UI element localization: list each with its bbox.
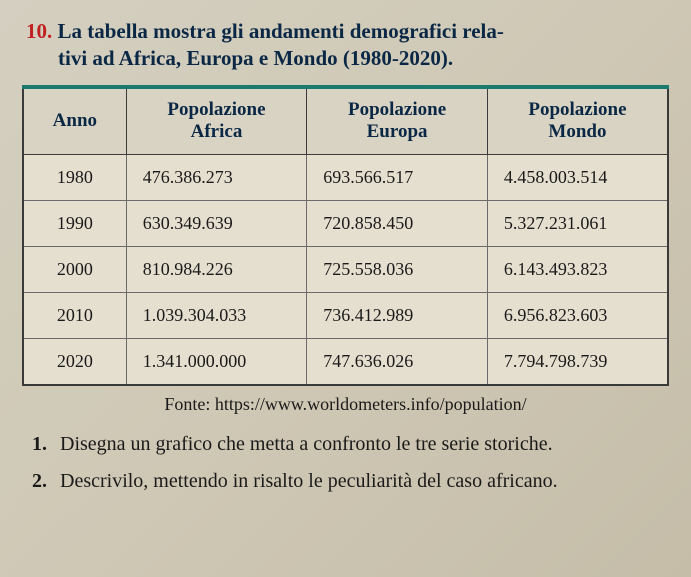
table-row: 2000 810.984.226 725.558.036 6.143.493.8…	[23, 247, 668, 293]
header-africa: Popolazione Africa	[126, 87, 307, 155]
cell-mondo: 6.956.823.603	[487, 293, 668, 339]
question-text: Descrivilo, mettendo in risalto le pecul…	[60, 468, 669, 495]
cell-europa: 747.636.026	[307, 339, 488, 386]
cell-africa: 810.984.226	[126, 247, 307, 293]
cell-africa: 476.386.273	[126, 155, 307, 201]
table-row: 2020 1.341.000.000 747.636.026 7.794.798…	[23, 339, 668, 386]
question-item: 1. Disegna un grafico che metta a confro…	[32, 431, 669, 458]
cell-europa: 720.858.450	[307, 201, 488, 247]
exercise-title-line2: tivi ad Africa, Europa e Mondo (1980-202…	[26, 45, 453, 72]
cell-europa: 736.412.989	[307, 293, 488, 339]
cell-year: 1980	[23, 155, 126, 201]
table-header-row: Anno Popolazione Africa Popolazione Euro…	[23, 87, 668, 155]
table-row: 2010 1.039.304.033 736.412.989 6.956.823…	[23, 293, 668, 339]
table-body: 1980 476.386.273 693.566.517 4.458.003.5…	[23, 155, 668, 386]
cell-year: 2020	[23, 339, 126, 386]
cell-mondo: 5.327.231.061	[487, 201, 668, 247]
table-row: 1990 630.349.639 720.858.450 5.327.231.0…	[23, 201, 668, 247]
cell-mondo: 6.143.493.823	[487, 247, 668, 293]
cell-mondo: 7.794.798.739	[487, 339, 668, 386]
questions-list: 1. Disegna un grafico che metta a confro…	[22, 431, 669, 495]
cell-mondo: 4.458.003.514	[487, 155, 668, 201]
cell-year: 2000	[23, 247, 126, 293]
question-number: 1.	[32, 431, 60, 458]
cell-africa: 630.349.639	[126, 201, 307, 247]
source-citation: Fonte: https://www.worldometers.info/pop…	[22, 394, 669, 415]
exercise-number: 10.	[26, 19, 52, 43]
header-mondo: Popolazione Mondo	[487, 87, 668, 155]
cell-europa: 725.558.036	[307, 247, 488, 293]
question-text: Disegna un grafico che metta a confronto…	[60, 431, 669, 458]
cell-europa: 693.566.517	[307, 155, 488, 201]
question-number: 2.	[32, 468, 60, 495]
cell-year: 1990	[23, 201, 126, 247]
header-europa: Popolazione Europa	[307, 87, 488, 155]
cell-africa: 1.039.304.033	[126, 293, 307, 339]
question-item: 2. Descrivilo, mettendo in risalto le pe…	[32, 468, 669, 495]
cell-africa: 1.341.000.000	[126, 339, 307, 386]
table-row: 1980 476.386.273 693.566.517 4.458.003.5…	[23, 155, 668, 201]
population-table: Anno Popolazione Africa Popolazione Euro…	[22, 85, 669, 387]
exercise-heading: 10. La tabella mostra gli andamenti demo…	[22, 18, 669, 73]
cell-year: 2010	[23, 293, 126, 339]
header-anno: Anno	[23, 87, 126, 155]
exercise-title-line1: La tabella mostra gli andamenti demograf…	[58, 19, 504, 43]
